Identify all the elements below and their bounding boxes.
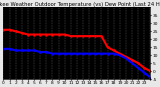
Title: Milwaukee Weather Outdoor Temperature (vs) Dew Point (Last 24 Hours): Milwaukee Weather Outdoor Temperature (v… bbox=[0, 2, 160, 7]
